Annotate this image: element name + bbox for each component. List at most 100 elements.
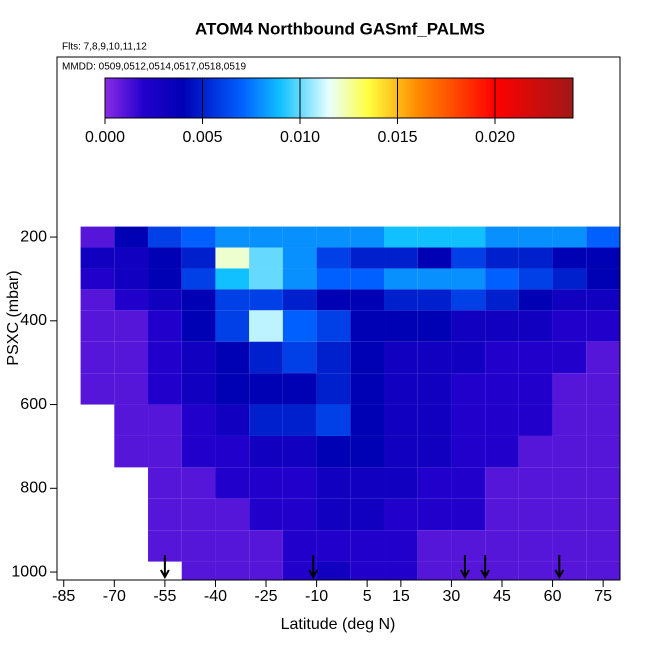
colorbar-segment bbox=[447, 78, 450, 118]
colorbar-segment bbox=[267, 78, 270, 118]
colorbar-segment bbox=[421, 78, 424, 118]
heat-cell bbox=[552, 341, 587, 374]
colorbar-segment bbox=[523, 78, 526, 118]
heat-cell bbox=[485, 435, 519, 468]
colorbar-segment bbox=[357, 78, 360, 118]
colorbar-segment bbox=[269, 78, 272, 118]
colorbar-segment bbox=[109, 78, 112, 118]
colorbar-segment bbox=[313, 78, 316, 118]
colorbar-segment bbox=[157, 78, 160, 118]
colorbar-segment bbox=[195, 78, 198, 118]
heat-cell bbox=[350, 435, 385, 468]
arrow bbox=[308, 555, 319, 580]
colorbar-segment bbox=[351, 78, 354, 118]
heat-cell bbox=[384, 226, 418, 248]
heat-cell bbox=[552, 373, 587, 405]
colorbar-segment bbox=[227, 78, 230, 118]
heat-cell bbox=[451, 373, 486, 405]
heat-cell bbox=[215, 530, 250, 562]
heat-cell bbox=[586, 561, 620, 581]
colorbar-segment bbox=[359, 78, 362, 118]
colorbar-segment bbox=[551, 78, 554, 118]
colorbar-segment bbox=[353, 78, 356, 118]
x-tick-label: -70 bbox=[103, 588, 126, 605]
colorbar-segment bbox=[113, 78, 116, 118]
colorbar-segment bbox=[543, 78, 546, 118]
heat-cell bbox=[249, 341, 283, 374]
heat-cell bbox=[181, 226, 216, 248]
heat-cell bbox=[384, 561, 418, 581]
colorbar-segment bbox=[105, 78, 108, 118]
heat-cell bbox=[518, 226, 553, 248]
colorbar-segment bbox=[375, 78, 378, 118]
heat-cell bbox=[114, 268, 149, 290]
colorbar-segment bbox=[511, 78, 514, 118]
colorbar-segment bbox=[379, 78, 382, 118]
heat-cell bbox=[215, 341, 250, 374]
heat-cell bbox=[316, 404, 351, 436]
heat-cell bbox=[417, 373, 452, 405]
heat-cell bbox=[215, 561, 250, 581]
colorbar-segment bbox=[323, 78, 326, 118]
heat-cell bbox=[586, 404, 620, 436]
colorbar-segment bbox=[167, 78, 170, 118]
colorbar-segment bbox=[571, 78, 574, 118]
colorbar-segment bbox=[499, 78, 502, 118]
colorbar-segment bbox=[265, 78, 268, 118]
colorbar-segment bbox=[209, 78, 212, 118]
colorbar-segment bbox=[237, 78, 240, 118]
heat-cell bbox=[181, 561, 216, 581]
colorbar-segment bbox=[207, 78, 210, 118]
colorbar-segment bbox=[133, 78, 136, 118]
colorbar-segment bbox=[345, 78, 348, 118]
colorbar-segment bbox=[501, 78, 504, 118]
heat-cell bbox=[485, 373, 519, 405]
colorbar-segment bbox=[241, 78, 244, 118]
colorbar-segment bbox=[293, 78, 296, 118]
colorbar-segment bbox=[137, 78, 140, 118]
colorbar-segment bbox=[229, 78, 232, 118]
colorbar-segment bbox=[171, 78, 174, 118]
colorbar-segment bbox=[555, 78, 558, 118]
heat-cell bbox=[350, 373, 385, 405]
colorbar-segment bbox=[529, 78, 532, 118]
colorbar-segment bbox=[129, 78, 132, 118]
heat-cell bbox=[181, 268, 216, 290]
heat-cell bbox=[114, 289, 149, 311]
heat-cell bbox=[384, 373, 418, 405]
colorbar-segment bbox=[455, 78, 458, 118]
y-axis-label: PSXC (mbar) bbox=[5, 270, 22, 365]
heat-cell bbox=[316, 530, 351, 562]
colorbar-segment bbox=[457, 78, 460, 118]
colorbar-segment bbox=[461, 78, 464, 118]
heat-cell bbox=[282, 310, 317, 342]
colorbar-segment bbox=[387, 78, 390, 118]
plot-frame bbox=[56, 56, 621, 581]
heat-cell bbox=[181, 341, 216, 374]
heat-cell bbox=[485, 289, 519, 311]
colorbar-segment bbox=[283, 78, 286, 118]
chart-title: ATOM4 Northbound GASmf_PALMS bbox=[195, 19, 485, 38]
heat-cell bbox=[350, 467, 385, 499]
colorbar-segment bbox=[469, 78, 472, 118]
heat-cell bbox=[181, 310, 216, 342]
heat-cell bbox=[384, 341, 418, 374]
heat-cell bbox=[282, 247, 317, 269]
colorbar-segment bbox=[443, 78, 446, 118]
colorbar-segment bbox=[477, 78, 480, 118]
colorbar-segment bbox=[437, 78, 440, 118]
colorbar-segment bbox=[541, 78, 544, 118]
colorbar-segment bbox=[193, 78, 196, 118]
colorbar-segment bbox=[233, 78, 236, 118]
colorbar-segment bbox=[307, 78, 310, 118]
heat-cell bbox=[552, 498, 587, 531]
heat-cell bbox=[417, 498, 452, 531]
heat-cell bbox=[249, 268, 283, 290]
heat-cell bbox=[249, 498, 283, 531]
colorbar-segment bbox=[335, 78, 338, 118]
colorbar-segment bbox=[115, 78, 118, 118]
heat-cell bbox=[552, 268, 587, 290]
colorbar-segment bbox=[471, 78, 474, 118]
colorbar-segment bbox=[329, 78, 332, 118]
